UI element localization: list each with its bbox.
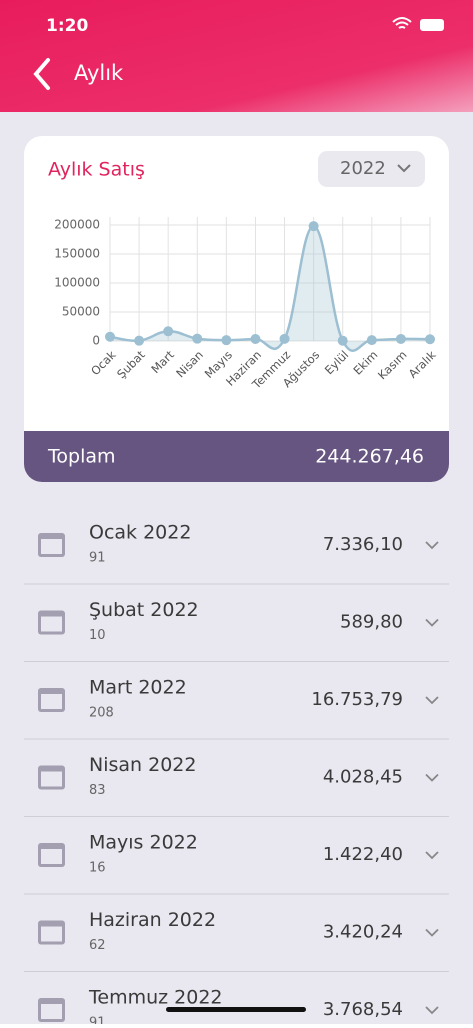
y-tick-label: 0	[92, 334, 100, 348]
list-item[interactable]: Ocak 2022 91 7.336,10	[24, 522, 449, 585]
calendar-icon-inner	[41, 539, 62, 554]
item-title: Mart 2022	[89, 677, 187, 699]
expand-chevron	[425, 928, 439, 937]
year-label: 2022	[340, 158, 386, 179]
point	[337, 335, 348, 346]
point	[192, 333, 203, 344]
total-bar	[24, 431, 449, 482]
home-indicator	[166, 1007, 306, 1012]
point	[250, 334, 261, 345]
point	[105, 331, 115, 342]
y-tick-label: 150000	[54, 247, 100, 261]
expand-chevron	[425, 1006, 439, 1015]
item-title: Haziran 2022	[89, 909, 216, 931]
calendar-icon-inner	[41, 694, 62, 709]
item-title: Şubat 2022	[89, 599, 199, 621]
header-bar	[0, 0, 473, 112]
list-item[interactable]: Haziran 2022 62 3.420,24	[24, 909, 449, 972]
list-item[interactable]: Mart 2022 208 16.753,79	[24, 677, 449, 740]
list-item[interactable]: Şubat 2022 10 589,80	[24, 599, 449, 662]
expand-chevron	[425, 773, 439, 782]
header-title: Aylık	[74, 61, 124, 85]
total-value: 244.267,46	[315, 446, 424, 468]
dropdown-chevron	[397, 164, 411, 173]
calendar-icon-inner	[41, 616, 62, 632]
point	[163, 326, 174, 337]
expand-chevron	[425, 851, 439, 860]
item-title: Nisan 2022	[89, 754, 196, 776]
item-count: 91	[89, 1016, 106, 1025]
point	[395, 333, 406, 344]
calendar-icon-inner	[41, 926, 62, 942]
item-title: Ocak 2022	[89, 522, 191, 544]
item-amount: 7.336,10	[323, 534, 403, 555]
list-item[interactable]: Nisan 2022 83 4.028,45	[24, 754, 449, 817]
item-amount: 1.422,40	[323, 844, 403, 865]
item-count: 62	[89, 938, 106, 953]
back-button[interactable]	[33, 58, 50, 90]
item-amount: 3.768,54	[323, 999, 403, 1020]
item-count: 16	[89, 861, 106, 876]
calendar-icon-inner	[41, 771, 62, 787]
item-amount: 16.753,79	[311, 689, 403, 710]
expand-chevron	[425, 541, 439, 550]
item-count: 208	[89, 706, 114, 721]
item-count: 91	[89, 551, 106, 566]
expand-chevron	[425, 696, 439, 705]
item-amount: 4.028,45	[323, 767, 403, 788]
item-title: Temmuz 2022	[88, 987, 223, 1009]
status-time: 1:20	[46, 16, 88, 36]
item-title: Mayıs 2022	[89, 832, 198, 854]
list-item[interactable]: Mayıs 2022 16 1.422,40	[24, 832, 449, 895]
point	[279, 333, 290, 344]
calendar-icon-inner	[41, 1004, 62, 1019]
point	[308, 221, 319, 232]
expand-chevron	[425, 618, 439, 627]
item-amount: 589,80	[340, 612, 403, 633]
battery	[420, 19, 444, 31]
chart-title: Aylık Satış	[48, 159, 145, 181]
item-amount: 3.420,24	[323, 922, 403, 943]
year-dropdown[interactable]	[318, 151, 425, 187]
point	[134, 335, 145, 346]
item-count: 10	[89, 628, 106, 643]
y-tick-label: 50000	[62, 305, 100, 319]
item-count: 83	[89, 783, 106, 798]
point	[366, 335, 377, 346]
wifi-icon	[392, 17, 412, 29]
y-tick-label: 200000	[54, 218, 100, 232]
total-label: Toplam	[47, 446, 116, 468]
calendar-icon-inner	[41, 849, 62, 864]
y-tick-label: 100000	[54, 276, 100, 290]
point	[221, 335, 232, 346]
point	[425, 334, 435, 345]
